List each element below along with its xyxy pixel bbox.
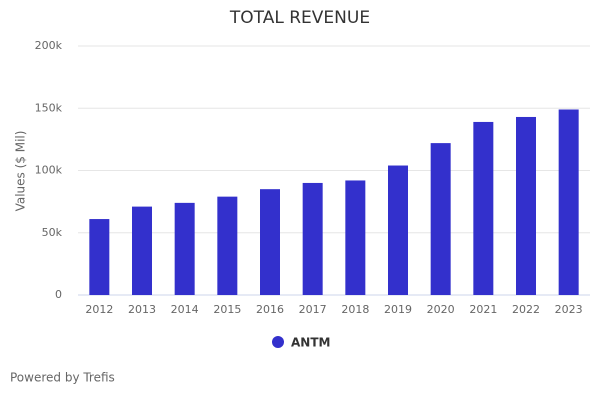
bar: [516, 116, 536, 295]
x-tick-label: 2023: [555, 303, 583, 316]
x-tick-label: 2022: [512, 303, 540, 316]
x-tick-label: 2013: [128, 303, 156, 316]
legend-marker: [272, 336, 284, 348]
bar: [217, 196, 238, 295]
bar: [132, 206, 152, 295]
x-tick-label: 2018: [341, 303, 369, 316]
bar: [558, 109, 579, 296]
x-tick-label: 2016: [256, 303, 284, 316]
bar: [345, 180, 366, 295]
x-tick-label: 2014: [171, 303, 199, 316]
y-tick-label: 200k: [35, 39, 63, 52]
x-tick-label: 2017: [299, 303, 327, 316]
bar: [260, 189, 280, 295]
bar: [430, 143, 451, 295]
x-tick-label: 2020: [427, 303, 455, 316]
x-tick-label: 2021: [469, 303, 497, 316]
bar: [89, 219, 110, 295]
chart-title: TOTAL REVENUE: [229, 8, 370, 28]
y-tick-label: 50k: [42, 226, 63, 239]
y-tick-label: 0: [55, 288, 62, 301]
credit: Powered by Trefis: [10, 371, 115, 385]
y-axis-label: Values ($ Mil): [14, 131, 28, 212]
bar: [302, 182, 323, 295]
bar: [388, 165, 408, 295]
x-tick-label: 2019: [384, 303, 412, 316]
bar: [174, 202, 195, 295]
bar: [473, 121, 494, 295]
y-tick-label: 150k: [35, 101, 63, 114]
legend-label: ANTM: [291, 336, 330, 350]
x-tick-label: 2012: [85, 303, 113, 316]
x-tick-label: 2015: [213, 303, 241, 316]
y-tick-label: 100k: [35, 164, 63, 177]
